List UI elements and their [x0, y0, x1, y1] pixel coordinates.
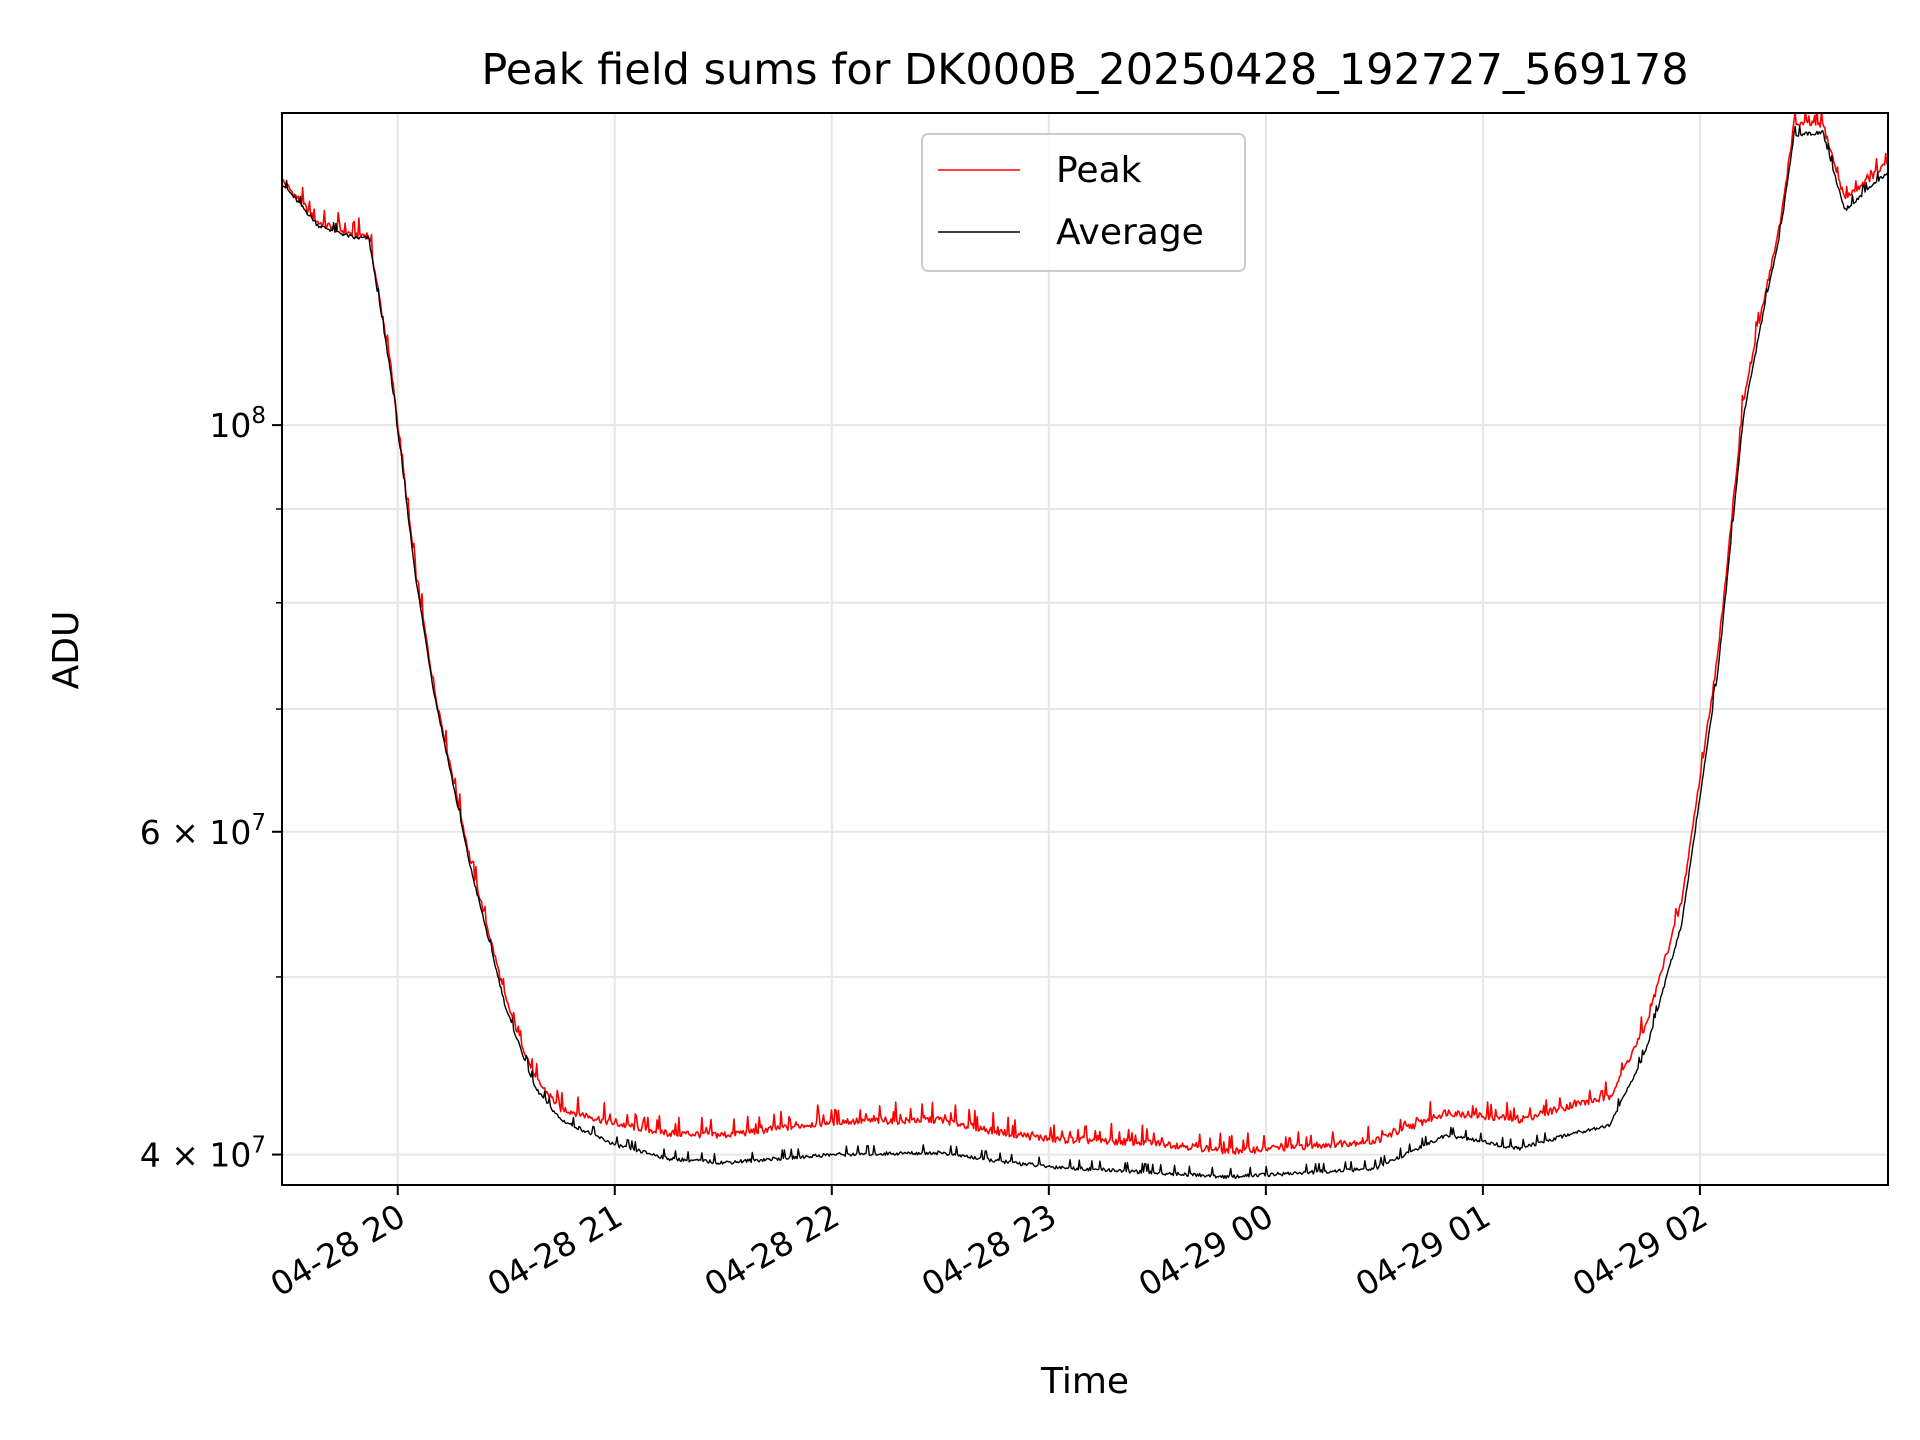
- grid-lines: [282, 113, 1888, 1185]
- series-line-average: [282, 125, 1888, 1180]
- x-tick-label: 04-29 02: [1566, 1196, 1714, 1304]
- series-line-peak: [282, 113, 1888, 1155]
- x-tick-label: 04-29 01: [1349, 1196, 1497, 1304]
- y-tick-label: 4 × 107: [140, 1133, 266, 1175]
- chart-title: Peak field sums for DK000B_20250428_1927…: [481, 45, 1688, 95]
- y-axis: 4 × 107 6 × 107 108: [140, 403, 282, 1175]
- x-axis-label: Time: [1040, 1361, 1129, 1402]
- plot-area: [281, 112, 1889, 1186]
- x-tick-label: 04-28 22: [698, 1196, 846, 1304]
- legend-label-average: Average: [1056, 212, 1204, 253]
- legend-label-peak: Peak: [1056, 150, 1142, 191]
- x-axis: 04-28 20 04-28 21 04-28 22 04-28 23 04-29 00…: [264, 1185, 1714, 1304]
- legend-box: [921, 133, 1246, 272]
- series-lines: [282, 113, 1888, 1180]
- x-tick-label: 04-29 00: [1132, 1196, 1280, 1304]
- x-tick-label: 04-28 23: [915, 1196, 1063, 1304]
- x-tick-label: 04-28 21: [481, 1196, 629, 1304]
- y-tick-label: 108: [209, 403, 266, 445]
- x-tick-label: 04-28 20: [264, 1196, 412, 1304]
- y-axis-label: ADU: [46, 611, 87, 690]
- legend: Peak Average: [921, 133, 1246, 272]
- y-tick-label: 6 × 107: [140, 810, 266, 852]
